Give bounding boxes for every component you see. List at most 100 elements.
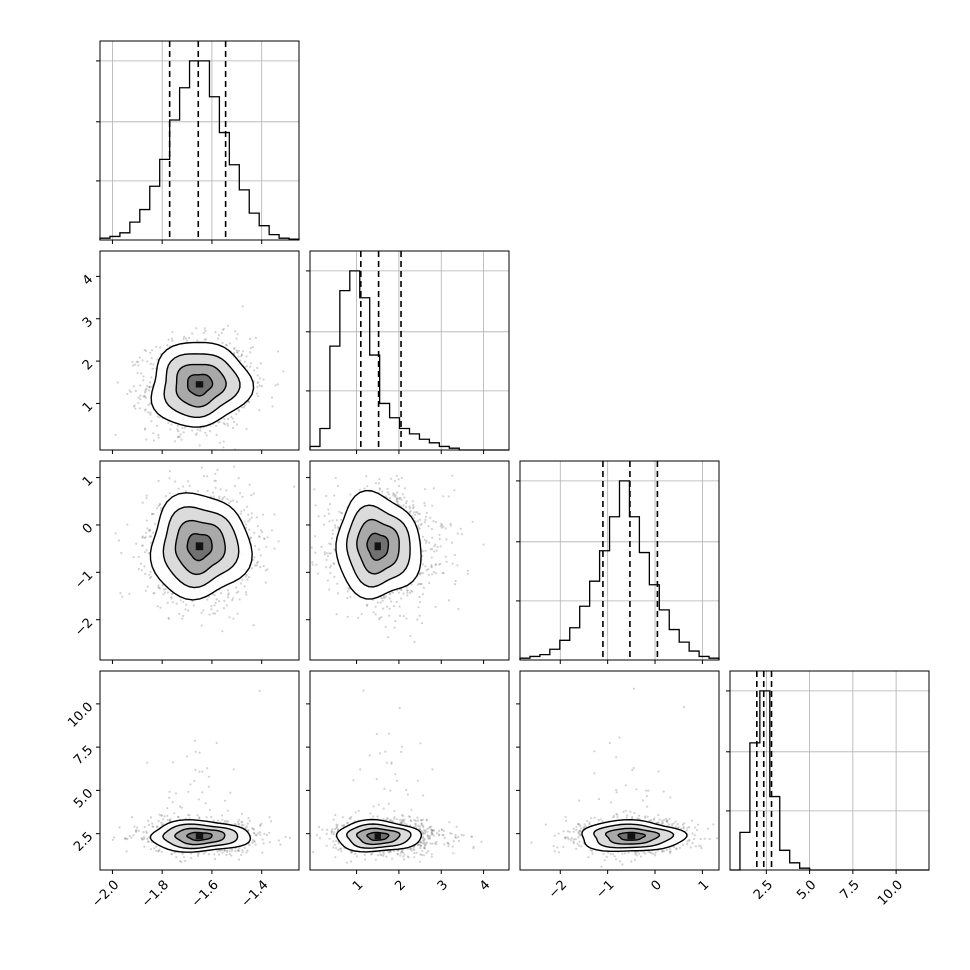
scatter-point: [418, 614, 421, 617]
scatter-point: [397, 478, 400, 481]
scatter-point: [382, 607, 385, 610]
scatter-point: [183, 426, 186, 429]
scatter-point: [214, 601, 217, 604]
scatter-point: [413, 640, 416, 644]
scatter-point: [136, 826, 139, 829]
panel-content: [310, 474, 485, 644]
scatter-point: [149, 351, 152, 354]
scatter-point: [182, 431, 185, 434]
scatter-point: [213, 612, 217, 615]
scatter-point: [247, 829, 250, 832]
scatter-point: [419, 573, 422, 576]
scatter-point: [389, 593, 392, 596]
scatter-point: [133, 404, 136, 407]
scatter-point: [170, 592, 173, 596]
scatter-point: [335, 519, 339, 522]
scatter-point: [439, 545, 442, 548]
scatter-point: [176, 425, 179, 428]
scatter-point: [121, 595, 124, 598]
scatter-point: [226, 324, 229, 327]
scatter-point: [233, 352, 236, 355]
scatter-point: [152, 512, 155, 516]
scatter-point: [335, 613, 338, 616]
scatter-point: [241, 350, 245, 353]
scatter-point: [125, 838, 128, 841]
scatter-point: [327, 512, 331, 515]
scatter-point: [144, 572, 147, 576]
scatter-point: [268, 816, 271, 819]
scatter-point: [168, 477, 171, 480]
scatter-point: [182, 600, 185, 604]
scatter-point: [257, 832, 260, 835]
scatter-point: [262, 513, 265, 516]
scatter-point: [190, 856, 193, 860]
scatter-point: [314, 504, 317, 507]
scatter-point: [376, 601, 379, 604]
scatter-point: [231, 417, 234, 420]
scatter-point: [256, 374, 259, 377]
scatter-point: [430, 563, 433, 567]
scatter-point: [432, 520, 435, 523]
scatter-point: [247, 520, 250, 523]
scatter-point: [245, 427, 248, 431]
scatter-point: [226, 424, 229, 427]
scatter-point: [313, 535, 317, 538]
scatter-point: [171, 601, 175, 604]
scatter-point: [137, 396, 140, 399]
scatter-point: [161, 584, 164, 587]
scatter-point: [240, 354, 243, 357]
scatter-point: [160, 507, 163, 510]
scatter-point: [230, 415, 233, 419]
scatter-point: [192, 604, 195, 607]
scatter-point: [423, 504, 426, 507]
scatter-point: [152, 363, 155, 366]
scatter-point: [238, 818, 241, 821]
scatter-point: [405, 502, 408, 505]
scatter-point: [331, 537, 334, 540]
scatter-point: [249, 337, 252, 341]
scatter-point: [164, 587, 167, 591]
scatter-point: [128, 389, 131, 392]
scatter-point: [402, 592, 405, 595]
scatter-point: [142, 379, 145, 382]
scatter-point: [439, 524, 442, 528]
scatter-point: [150, 575, 153, 578]
scatter-point: [447, 599, 450, 602]
scatter-point: [144, 390, 147, 393]
scatter-point: [196, 428, 199, 431]
density-peak: [195, 381, 204, 388]
scatter-point: [198, 751, 201, 754]
scatter-point: [239, 582, 242, 585]
scatter-point: [136, 372, 139, 375]
scatter-point: [262, 378, 265, 381]
scatter-point: [264, 569, 267, 572]
scatter-point: [233, 420, 236, 423]
scatter-point: [181, 852, 184, 856]
scatter-point: [263, 537, 266, 541]
scatter-point: [220, 849, 223, 852]
scatter-point: [226, 498, 229, 501]
scatter-point: [233, 823, 236, 826]
scatter-point: [204, 338, 207, 341]
scatter-point: [166, 807, 169, 810]
scatter-point: [400, 597, 403, 600]
scatter-point: [425, 539, 428, 543]
scatter-point: [206, 598, 209, 601]
scatter-point: [245, 526, 248, 529]
scatter-point: [260, 529, 263, 532]
scatter-point: [212, 819, 215, 823]
scatter-point: [378, 487, 381, 490]
scatter-point: [144, 388, 147, 391]
scatter-point: [235, 412, 238, 416]
scatter-point: [245, 365, 248, 368]
scatter-point: [144, 427, 147, 430]
scatter-point: [444, 555, 447, 558]
scatter-point: [227, 593, 230, 596]
scatter-point: [143, 565, 146, 568]
scatter-point: [441, 572, 444, 575]
scatter-point: [178, 612, 181, 615]
scatter-point: [229, 500, 232, 503]
scatter-point: [386, 487, 389, 490]
scatter-point: [420, 571, 423, 575]
scatter-point: [255, 564, 258, 567]
